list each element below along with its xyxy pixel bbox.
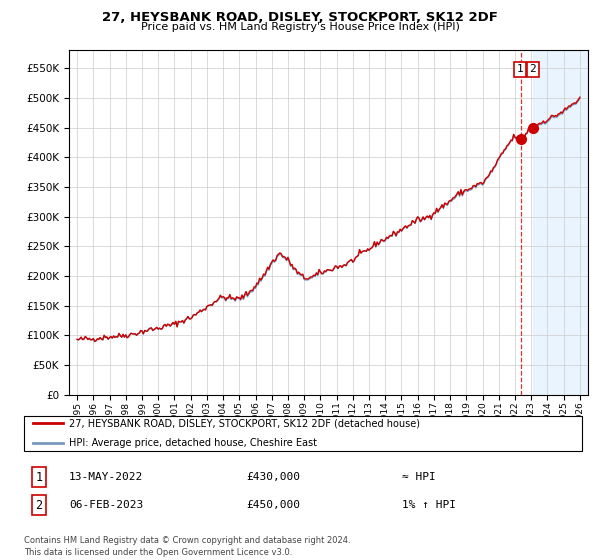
Text: 13-MAY-2022: 13-MAY-2022 (69, 472, 143, 482)
Text: ≈ HPI: ≈ HPI (402, 472, 436, 482)
Text: Price paid vs. HM Land Registry's House Price Index (HPI): Price paid vs. HM Land Registry's House … (140, 22, 460, 32)
Text: 27, HEYSBANK ROAD, DISLEY, STOCKPORT, SK12 2DF: 27, HEYSBANK ROAD, DISLEY, STOCKPORT, SK… (102, 11, 498, 24)
Text: 06-FEB-2023: 06-FEB-2023 (69, 500, 143, 510)
Bar (533, 50, 588, 395)
Text: Contains HM Land Registry data © Crown copyright and database right 2024.
This d: Contains HM Land Registry data © Crown c… (24, 536, 350, 557)
Text: 2: 2 (35, 498, 43, 512)
Text: 1: 1 (517, 64, 523, 74)
Text: £450,000: £450,000 (246, 500, 300, 510)
Text: £430,000: £430,000 (246, 472, 300, 482)
Text: 1: 1 (35, 470, 43, 484)
Text: HPI: Average price, detached house, Cheshire East: HPI: Average price, detached house, Ches… (69, 438, 317, 448)
Text: 2: 2 (529, 64, 536, 74)
Text: 27, HEYSBANK ROAD, DISLEY, STOCKPORT, SK12 2DF (detached house): 27, HEYSBANK ROAD, DISLEY, STOCKPORT, SK… (69, 418, 420, 428)
Text: 1% ↑ HPI: 1% ↑ HPI (402, 500, 456, 510)
